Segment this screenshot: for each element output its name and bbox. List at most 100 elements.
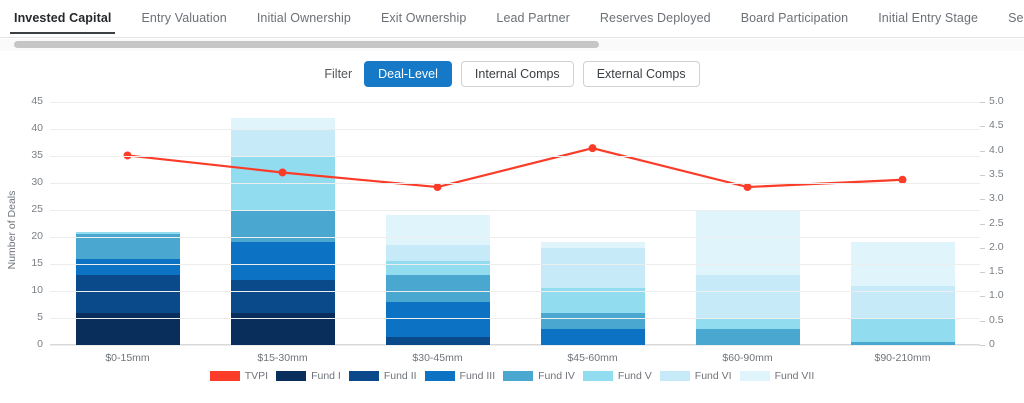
tab-lead-partner[interactable]: Lead Partner [496, 11, 569, 34]
bar-segment-fund-ii[interactable] [75, 274, 180, 313]
legend-item[interactable]: Fund IV [503, 370, 575, 382]
y-axis-left-tick: 25 [31, 203, 43, 215]
bar-segment-fund-vi[interactable] [540, 247, 645, 289]
y-axis-right-tickmark [980, 296, 985, 298]
y-axis-right-tickmark [980, 247, 985, 249]
tab-invested-capital[interactable]: Invested Capital [9, 11, 116, 34]
bar-segment-fund-iii[interactable] [385, 301, 490, 337]
tab-label: Reserves Deployed [599, 11, 711, 25]
filter-internal-comps-button[interactable]: Internal Comps [460, 60, 574, 88]
legend-swatch [276, 371, 307, 381]
bar-segment-fund-iii[interactable] [75, 258, 180, 275]
tab-initial-ownership[interactable]: Initial Ownership [257, 11, 351, 34]
legend-swatch [348, 371, 379, 381]
y-axis-right-tickmark [980, 272, 985, 274]
y-axis-right-tickmark [980, 102, 985, 103]
tab-reserves-deployed[interactable]: Reserves Deployed [600, 11, 711, 34]
bar-segment-fund-ii[interactable] [230, 280, 335, 313]
legend-label: TVPI [244, 370, 269, 382]
legend-swatch [209, 371, 240, 381]
y-axis-left-tick: 20 [31, 230, 43, 242]
stacked-bar[interactable] [850, 242, 955, 345]
y-axis-right-tickmark [980, 320, 985, 322]
bar-segment-fund-vi[interactable] [695, 274, 800, 318]
y-axis-right-tickmark [980, 345, 985, 346]
plot-area: 0 5 10 15 20 25 30 35 40 45 0 0.5 1.0 1.5 2.0 2.5 3.0 3.5… [31, 95, 1003, 350]
stacked-bar[interactable] [540, 242, 645, 345]
x-axis-line [50, 344, 980, 345]
stacked-bar[interactable] [695, 210, 800, 345]
chart-legend: TVPI Fund I Fund II Fund III Fund IV Fund V Fu… [0, 367, 1024, 385]
tab-initial-entry-stage[interactable]: Initial Entry Stage [878, 11, 978, 34]
y-axis-right-tick: 4.0 [989, 143, 1004, 156]
bar-segment-fund-vii[interactable] [230, 118, 335, 129]
tab-label: Sector [1008, 11, 1024, 25]
bar-segment-fund-vi[interactable] [850, 285, 955, 318]
y-axis-right-tick: 4.5 [989, 119, 1004, 132]
filter-row: Filter Deal-Level Internal Comps Externa… [0, 58, 1024, 90]
filter-external-comps-button[interactable]: External Comps [582, 60, 700, 88]
chart-container: Number of Deals TVPI 0510152025303540450… [0, 95, 1024, 364]
legend-item[interactable]: Fund VII [739, 370, 815, 382]
bar-segment-fund-vii[interactable] [540, 242, 645, 248]
bar-segment-fund-iv[interactable] [385, 274, 490, 302]
bar-segment-fund-iii[interactable] [540, 328, 645, 345]
filter-deal-level-button[interactable]: Deal-Level [364, 60, 452, 88]
bar-segment-fund-iii[interactable] [230, 242, 335, 281]
x-axis-tick-label: $30-45mm [412, 352, 463, 364]
bar-segment-fund-iv[interactable] [850, 342, 955, 345]
x-axis-tick-label: $15-30mm [257, 352, 308, 364]
legend-swatch [424, 371, 455, 381]
legend-label: Fund I [311, 370, 341, 382]
bar-segment-fund-v[interactable] [540, 288, 645, 313]
legend-item[interactable]: TVPI [209, 370, 269, 382]
bar-group [515, 102, 670, 345]
legend-label: Fund VI [694, 370, 732, 382]
tab-entry-valuation[interactable]: Entry Valuation [141, 11, 226, 34]
legend-label: Fund VII [774, 370, 815, 382]
y-axis-right-tickmark [980, 174, 985, 176]
gridline [50, 156, 980, 157]
tab-board-participation[interactable]: Board Participation [741, 11, 849, 34]
legend-item[interactable]: Fund I [276, 370, 341, 382]
bar-segment-fund-vi[interactable] [230, 129, 335, 156]
gridline [50, 291, 980, 292]
bar-segment-fund-v[interactable] [695, 317, 800, 329]
bar-segment-fund-vii[interactable] [385, 215, 490, 246]
legend-label: Fund II [383, 370, 417, 382]
legend-item[interactable]: Fund VI [659, 370, 732, 382]
legend-item[interactable]: Fund V [582, 370, 652, 382]
tab-sector[interactable]: Sector [1008, 11, 1024, 34]
y-axis-right-tick: 1.0 [989, 289, 1004, 302]
legend-item[interactable]: Fund II [348, 370, 417, 382]
bar-segment-fund-iv[interactable] [695, 328, 800, 345]
x-axis-tick-label: $0-15mm [105, 352, 150, 364]
tab-exit-ownership[interactable]: Exit Ownership [381, 11, 466, 34]
filter-label: Filter [324, 67, 353, 81]
stacked-bar[interactable] [385, 215, 490, 345]
gridline [50, 237, 980, 238]
horizontal-scrollbar-thumb[interactable] [14, 41, 599, 48]
bar-segment-fund-i[interactable] [75, 312, 180, 345]
bar-segment-fund-ii[interactable] [385, 336, 490, 345]
y-axis-right-tick: 3.5 [989, 167, 1004, 180]
bar-segment-fund-vii[interactable] [695, 210, 800, 275]
stacked-bar[interactable] [230, 118, 335, 345]
stacked-bar[interactable] [75, 231, 180, 345]
legend-swatch [659, 371, 690, 381]
bar-segment-fund-i[interactable] [230, 312, 335, 345]
y-axis-right-tick: 2.0 [989, 240, 1004, 253]
y-axis-right-tick: 0.5 [989, 313, 1004, 326]
bar-segment-fund-vi[interactable] [385, 245, 490, 262]
gridline [50, 345, 980, 346]
bar-segment-fund-v[interactable] [850, 317, 955, 343]
bar-segment-fund-v[interactable] [75, 231, 180, 235]
tab-label: Initial Ownership [256, 11, 351, 25]
tab-label: Entry Valuation [141, 11, 227, 25]
y-axis-right-tick: 3.0 [989, 192, 1004, 205]
bar-segment-fund-iv[interactable] [540, 312, 645, 329]
bar-segment-fund-iv[interactable] [75, 234, 180, 259]
bar-segment-fund-iv[interactable] [230, 210, 335, 243]
legend-item[interactable]: Fund III [424, 370, 495, 382]
